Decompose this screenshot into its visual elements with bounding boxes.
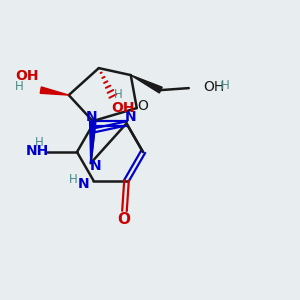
Polygon shape bbox=[40, 87, 69, 95]
Text: H: H bbox=[221, 79, 230, 92]
Text: OH: OH bbox=[203, 80, 224, 94]
Text: NH: NH bbox=[26, 144, 49, 158]
Text: H: H bbox=[34, 136, 43, 148]
Text: O: O bbox=[117, 212, 130, 227]
Text: H: H bbox=[113, 88, 122, 100]
Text: OH: OH bbox=[111, 101, 134, 115]
Text: H: H bbox=[14, 80, 23, 93]
Text: N: N bbox=[125, 110, 136, 124]
Text: H: H bbox=[69, 173, 78, 186]
Text: N: N bbox=[78, 177, 89, 190]
Text: N: N bbox=[90, 159, 102, 173]
Text: OH: OH bbox=[15, 69, 38, 83]
Polygon shape bbox=[131, 75, 162, 93]
Text: O: O bbox=[137, 99, 148, 113]
Polygon shape bbox=[90, 121, 96, 163]
Text: N: N bbox=[86, 110, 97, 124]
